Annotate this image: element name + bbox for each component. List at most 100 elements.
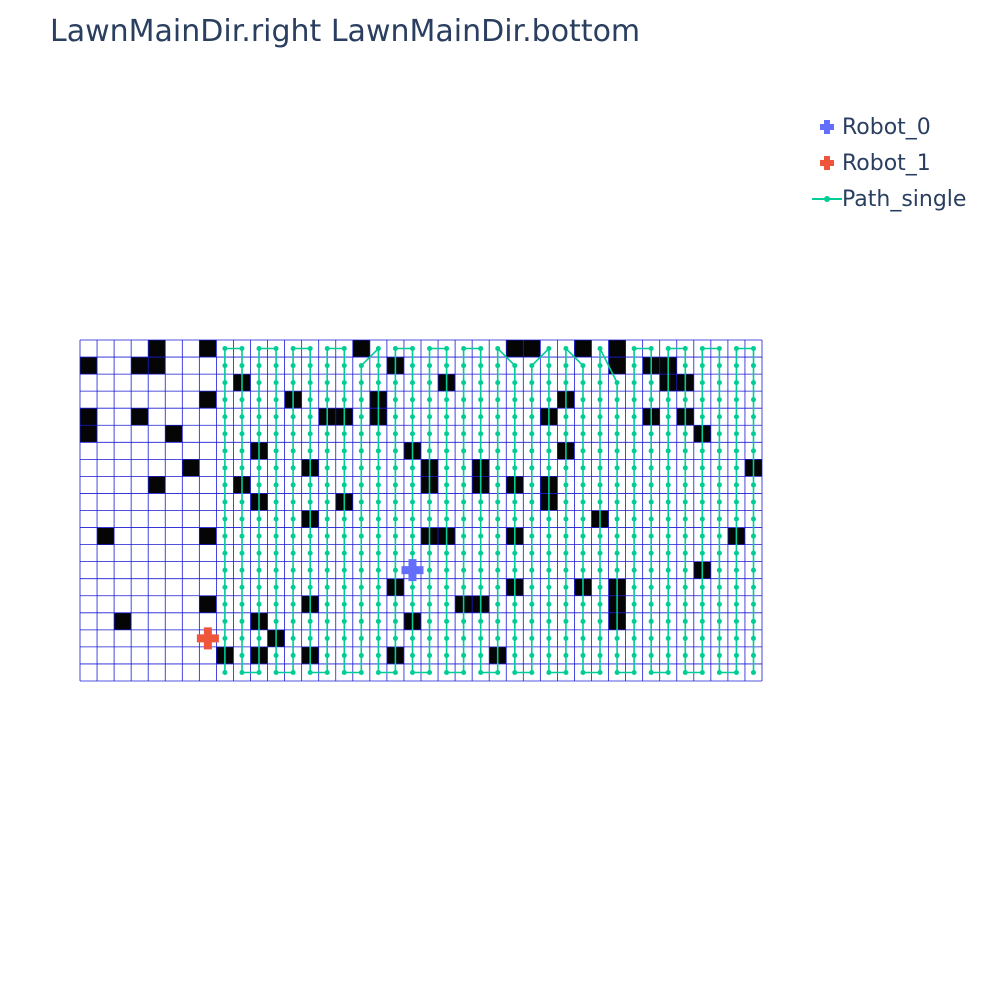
path-point — [563, 567, 569, 573]
path-point — [290, 516, 296, 522]
path-point — [733, 465, 739, 471]
path-point — [529, 516, 535, 522]
path-point — [631, 635, 637, 641]
robot-0-marker — [401, 559, 424, 582]
path-point — [307, 584, 313, 590]
path-point — [648, 465, 654, 471]
path-point — [563, 533, 569, 539]
path-point — [495, 465, 501, 471]
path-point — [580, 635, 586, 641]
path-point — [512, 363, 518, 369]
path-point — [512, 431, 518, 437]
path-point — [290, 584, 296, 590]
path-point — [444, 431, 450, 437]
path-point — [546, 618, 552, 624]
path-point — [461, 414, 467, 420]
legend-item-robot-1[interactable]: Robot_1 — [812, 145, 966, 181]
path-point — [597, 397, 603, 403]
path-point — [307, 482, 313, 488]
chart-title: LawnMainDir.right LawnMainDir.bottom — [50, 14, 641, 49]
path-point — [750, 448, 756, 454]
path-point — [682, 346, 688, 352]
path-line — [224, 346, 755, 674]
path-point — [665, 499, 671, 505]
path-point — [290, 652, 296, 658]
obstacle-cell — [148, 357, 166, 375]
path-point — [324, 533, 330, 539]
path-point — [699, 635, 705, 641]
path-point — [290, 414, 296, 420]
path-point — [444, 499, 450, 505]
path-point — [563, 363, 569, 369]
path-point — [307, 533, 313, 539]
path-point — [444, 516, 450, 522]
path-point — [546, 652, 552, 658]
obstacle-cell — [608, 340, 626, 358]
path-point — [324, 567, 330, 573]
path-point — [358, 516, 364, 522]
path-point — [682, 584, 688, 590]
path-point — [631, 397, 637, 403]
obstacle-cell — [131, 357, 149, 375]
obstacle-cell — [80, 357, 98, 375]
path-point — [239, 533, 245, 539]
path-point — [580, 669, 586, 675]
path-point — [580, 601, 586, 607]
path-point — [461, 431, 467, 437]
path-point — [512, 414, 518, 420]
path-point — [427, 652, 433, 658]
path-point — [699, 618, 705, 624]
legend-item-robot-0[interactable]: Robot_0 — [812, 109, 966, 145]
path-point — [495, 363, 501, 369]
path-point — [529, 669, 535, 675]
path-point — [222, 465, 228, 471]
path-point — [716, 635, 722, 641]
path-point — [495, 618, 501, 624]
path-point — [375, 448, 381, 454]
path-point — [324, 431, 330, 437]
legend-item-path-single[interactable]: Path_single — [812, 181, 966, 217]
path-point — [546, 431, 552, 437]
path-point — [495, 482, 501, 488]
path-point — [324, 516, 330, 522]
path-point — [614, 397, 620, 403]
path-point — [699, 482, 705, 488]
path-point — [444, 363, 450, 369]
path-point — [614, 465, 620, 471]
obstacle-cell — [80, 408, 98, 426]
path-point — [324, 380, 330, 386]
path-point — [529, 465, 535, 471]
path-point — [461, 635, 467, 641]
path-point — [614, 635, 620, 641]
path-point — [478, 635, 484, 641]
path-point — [631, 346, 637, 352]
path-point — [358, 380, 364, 386]
path-point — [512, 465, 518, 471]
path-point — [495, 550, 501, 556]
path-point — [733, 380, 739, 386]
path-point — [750, 635, 756, 641]
path-point — [614, 431, 620, 437]
path-point — [682, 635, 688, 641]
path-point — [392, 397, 398, 403]
path-point — [665, 516, 671, 522]
path-point — [682, 482, 688, 488]
path-point — [580, 431, 586, 437]
path-point — [478, 363, 484, 369]
robot-layer — [196, 559, 424, 650]
path-point — [222, 567, 228, 573]
path-point — [597, 482, 603, 488]
path-point — [716, 397, 722, 403]
path-point — [580, 380, 586, 386]
path-point — [324, 652, 330, 658]
path-point — [358, 448, 364, 454]
path-point — [750, 567, 756, 573]
path-point — [444, 601, 450, 607]
path-point — [648, 584, 654, 590]
path-point — [461, 550, 467, 556]
path-point — [427, 499, 433, 505]
path-point — [444, 669, 450, 675]
path-point — [409, 499, 415, 505]
path-point — [222, 584, 228, 590]
path-point — [409, 465, 415, 471]
